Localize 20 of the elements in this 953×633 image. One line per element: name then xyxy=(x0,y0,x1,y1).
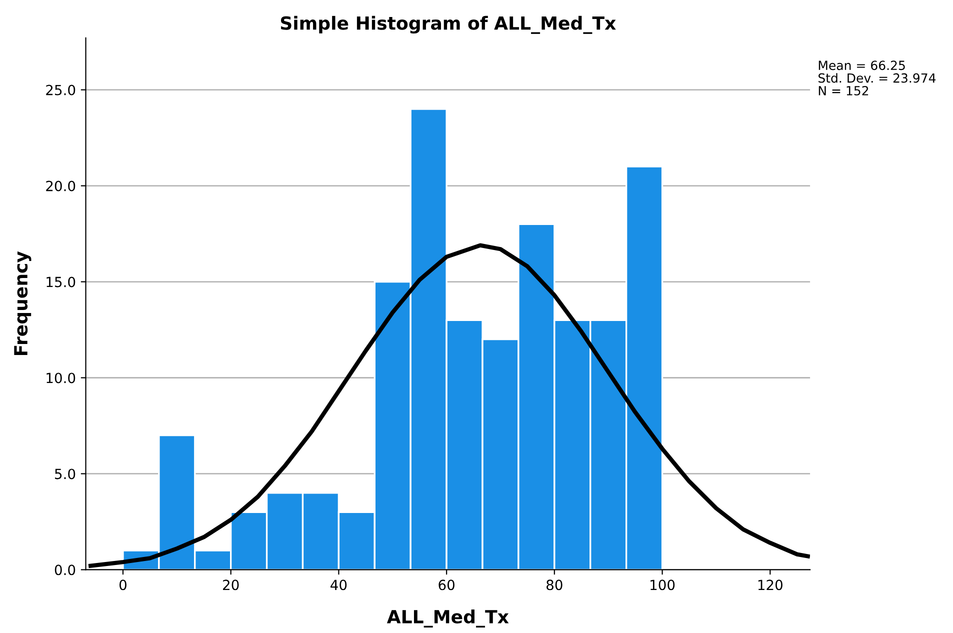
x-tick-label: 100 xyxy=(650,580,675,590)
x-tick-label: 40 xyxy=(330,580,347,590)
text: Mean = 66.25 xyxy=(818,60,905,70)
text: Std. Dev. = 23.974 xyxy=(818,73,936,83)
x-tick-label: 0 xyxy=(119,580,126,590)
line-series xyxy=(88,243,810,568)
y-axis-title: Frequency xyxy=(14,251,32,356)
text: N = 152 xyxy=(818,86,868,96)
y-tick-label: 5.0 xyxy=(55,468,76,480)
x-tick-label: 60 xyxy=(438,580,454,590)
y-tick-label: 25.0 xyxy=(46,84,76,96)
y-tick-label: 15.0 xyxy=(46,276,76,288)
x-tick-label: 120 xyxy=(758,580,782,590)
y-tick-label: 0.0 xyxy=(54,564,76,576)
y-tick-label: 20.0 xyxy=(46,180,76,192)
x-tick-label: 80 xyxy=(546,580,562,590)
x-axis-title: ALL_Med_Tx xyxy=(386,610,509,628)
x-tick-label: 20 xyxy=(223,580,239,590)
chart-title: Simple Histogram of ALL_Med_Tx xyxy=(280,16,616,34)
y-tick-label: 10.0 xyxy=(46,372,76,384)
